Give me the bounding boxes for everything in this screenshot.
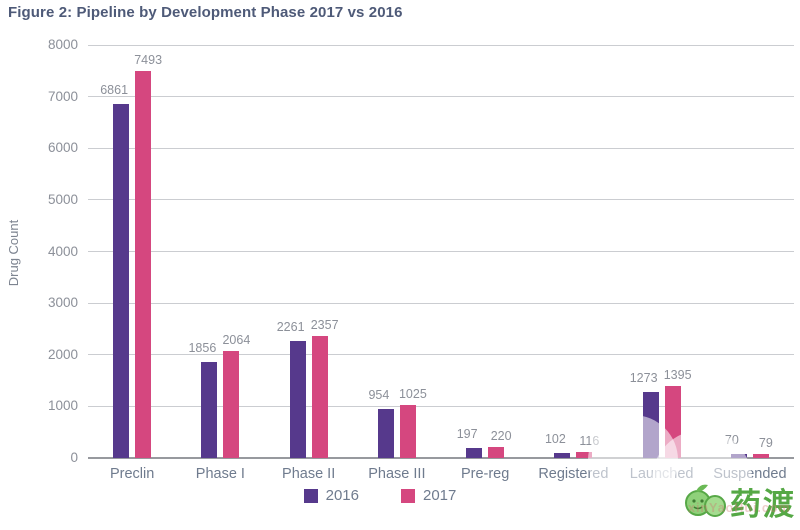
bar-2017-preclin (135, 71, 152, 458)
legend-label-2017: 2017 (423, 487, 457, 504)
watermark-logo-text: 药渡 (730, 487, 796, 522)
bar-2017-phase-ii (311, 336, 328, 458)
legend-swatch-2016 (303, 488, 318, 503)
value-label: 220 (490, 428, 512, 443)
gridline (88, 405, 794, 407)
bar-2016-preclin (113, 103, 130, 458)
y-axis: 0 1000 2000 3000 4000 5000 6000 7000 8000 (0, 37, 78, 465)
value-label: 197 (456, 426, 478, 441)
x-tick-label: Phase III (368, 466, 426, 482)
value-label: 102 (544, 431, 566, 446)
bar-2017-phase-i (223, 351, 240, 458)
x-tick-label: Phase I (195, 466, 245, 482)
watermark-mascot-icon (685, 484, 726, 517)
chart-title: Figure 2: Pipeline by Development Phase … (8, 4, 403, 21)
gridline (88, 44, 794, 46)
y-tick-label: 6000 (47, 140, 78, 156)
bar-2016-phase-i (201, 362, 218, 458)
y-tick-label: 0 (70, 450, 78, 465)
legend: 2016 2017 (0, 487, 780, 504)
value-label: 1025 (398, 387, 427, 402)
legend-entry-2016: 2016 (303, 487, 359, 504)
gridline (88, 354, 794, 356)
bar-2016-phase-iii (377, 408, 394, 458)
bar-2017-pre-reg (488, 446, 505, 458)
bar-2016-registered (554, 452, 571, 458)
value-label: 1395 (663, 367, 692, 382)
value-label: 79 (758, 435, 773, 450)
legend-entry-2017: 2017 (401, 487, 456, 504)
watermark-url-text: xinYaoHui.com (688, 501, 791, 515)
bar-2017-suspended (752, 453, 769, 458)
value-label: 1273 (629, 371, 658, 386)
value-label: 2357 (310, 318, 339, 333)
x-axis-line (88, 457, 794, 459)
gridline (88, 199, 794, 201)
value-label: 2261 (276, 320, 305, 335)
bar-2016-pre-reg (466, 447, 483, 458)
bar-2017-phase-iii (399, 405, 416, 458)
y-tick-label: 3000 (47, 295, 78, 311)
x-tick-label: Preclin (109, 466, 155, 482)
x-tick-label: Phase II (282, 466, 336, 482)
value-label: 2064 (222, 333, 251, 348)
y-tick-label: 8000 (47, 37, 78, 52)
value-label: 7493 (134, 53, 163, 68)
gridline (88, 147, 794, 149)
y-tick-label: 2000 (47, 346, 78, 362)
value-label: 6861 (100, 82, 129, 97)
y-tick-label: 4000 (47, 243, 78, 259)
gridline (88, 302, 794, 304)
legend-swatch-2017 (401, 488, 415, 503)
x-tick-label: Pre-reg (460, 466, 510, 482)
gridline (88, 96, 794, 98)
legend-label-2016: 2016 (325, 487, 359, 504)
y-tick-label: 7000 (47, 88, 78, 104)
value-label: 1856 (188, 341, 217, 356)
y-tick-label: 1000 (47, 398, 78, 414)
bar-2017-registered (576, 452, 593, 458)
gridline (88, 251, 794, 252)
plot-area: 6861 7493 1856 2064 2261 2357 954 1025 197 220 102… (88, 44, 794, 459)
value-label: 954 (368, 387, 390, 402)
y-tick-label: 5000 (47, 191, 78, 207)
bar-2016-phase-ii (289, 341, 306, 458)
